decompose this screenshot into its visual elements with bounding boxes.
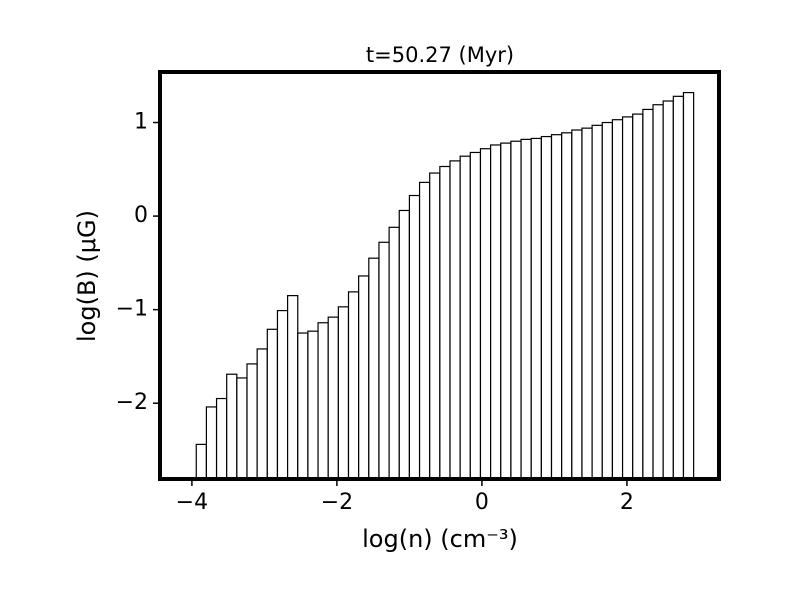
bar [429, 172, 441, 480]
y-tick-label: 0 [134, 203, 148, 228]
axes-frame [158, 70, 721, 481]
bar [672, 95, 685, 480]
bar [479, 148, 492, 480]
y-axis-label: log(B) (μG) [73, 210, 101, 342]
bar [469, 151, 482, 480]
bar [591, 124, 603, 480]
bar [418, 181, 431, 480]
bar [246, 363, 258, 480]
bar [256, 348, 268, 480]
y-tick-label: −2 [116, 390, 148, 415]
bar [236, 377, 248, 480]
bar [439, 165, 451, 480]
x-axis-label: log(n) (cm⁻³) [362, 525, 518, 553]
bar [540, 135, 553, 480]
bar [205, 406, 218, 480]
bar [398, 209, 411, 480]
bar [368, 257, 380, 480]
bar [632, 113, 644, 480]
bar [510, 140, 522, 480]
bar [388, 226, 400, 480]
bar [682, 91, 695, 480]
bar [662, 100, 674, 480]
bar [215, 397, 228, 480]
bar [520, 138, 532, 480]
bar [408, 194, 421, 480]
chart-title: t=50.27 (Myr) [366, 43, 514, 67]
bar [327, 316, 339, 480]
bar [601, 121, 614, 480]
bar [358, 275, 370, 480]
bar [449, 160, 461, 480]
bar [226, 373, 238, 480]
x-tick-label: −2 [321, 490, 353, 515]
bar [611, 119, 624, 480]
bar [581, 127, 593, 480]
bar [571, 129, 583, 480]
bar [459, 155, 471, 480]
y-tick-label: 1 [134, 110, 148, 135]
bar [652, 104, 664, 480]
x-tick-label: 2 [620, 490, 634, 515]
bar [561, 132, 573, 480]
bar [500, 142, 512, 480]
bar [287, 295, 299, 480]
bar [347, 291, 360, 480]
bar [621, 116, 634, 480]
bar [195, 443, 208, 480]
bar [490, 144, 502, 480]
bar [297, 332, 309, 480]
bar [317, 322, 329, 480]
bar [378, 241, 390, 480]
bar [266, 328, 279, 480]
bar [276, 309, 289, 480]
y-tick-label: −1 [116, 297, 148, 322]
bar [337, 306, 350, 480]
bar [550, 134, 563, 480]
x-tick-label: 0 [475, 490, 489, 515]
bar [642, 108, 654, 480]
bar [307, 330, 319, 480]
x-tick-label: −4 [176, 490, 208, 515]
bar [530, 137, 542, 480]
